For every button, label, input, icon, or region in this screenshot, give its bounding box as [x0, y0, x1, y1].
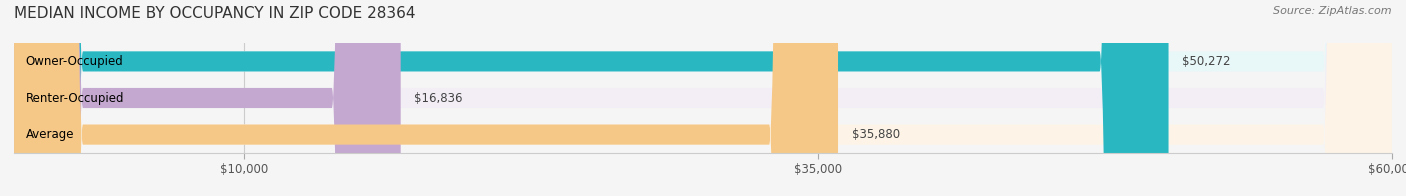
- FancyBboxPatch shape: [14, 0, 1168, 196]
- Text: Renter-Occupied: Renter-Occupied: [25, 92, 124, 104]
- Text: $16,836: $16,836: [415, 92, 463, 104]
- FancyBboxPatch shape: [14, 0, 1392, 196]
- FancyBboxPatch shape: [14, 0, 838, 196]
- FancyBboxPatch shape: [14, 0, 401, 196]
- Text: MEDIAN INCOME BY OCCUPANCY IN ZIP CODE 28364: MEDIAN INCOME BY OCCUPANCY IN ZIP CODE 2…: [14, 6, 416, 21]
- Text: $50,272: $50,272: [1182, 55, 1230, 68]
- Text: $35,880: $35,880: [852, 128, 900, 141]
- Text: Owner-Occupied: Owner-Occupied: [25, 55, 124, 68]
- Text: Average: Average: [25, 128, 75, 141]
- Text: Source: ZipAtlas.com: Source: ZipAtlas.com: [1274, 6, 1392, 16]
- FancyBboxPatch shape: [14, 0, 1392, 196]
- FancyBboxPatch shape: [14, 0, 1392, 196]
